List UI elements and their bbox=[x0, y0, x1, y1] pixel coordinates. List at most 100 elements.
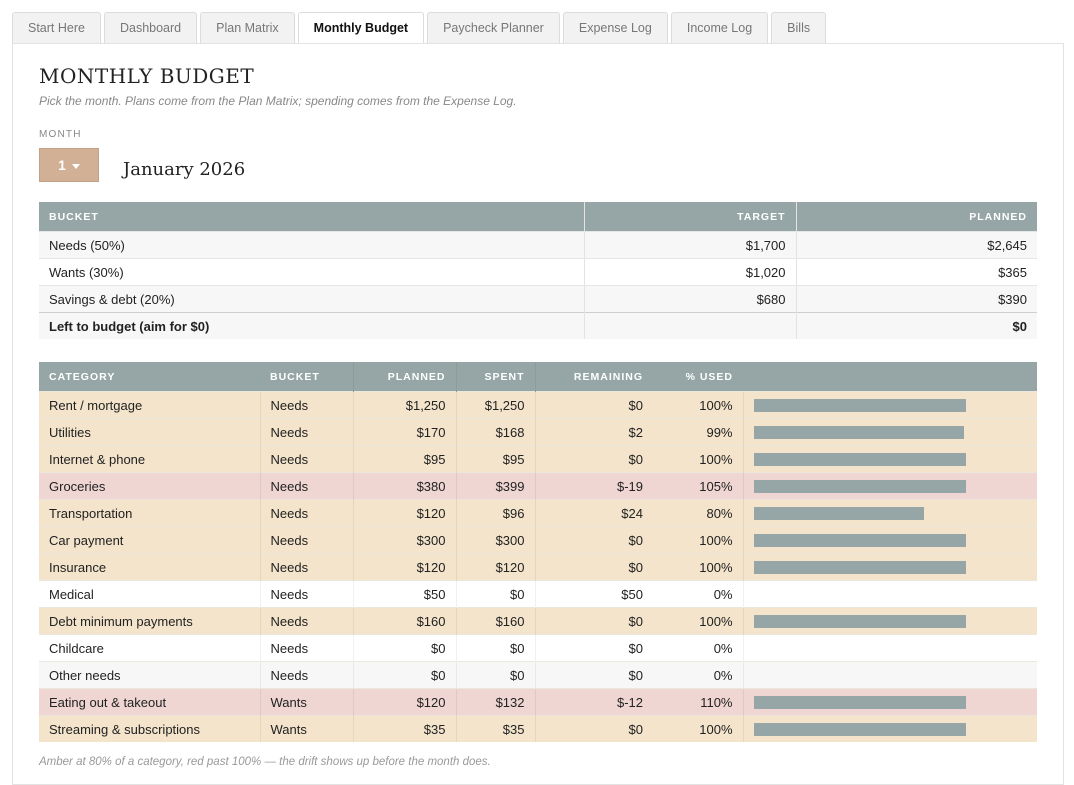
category-row: Internet & phone Needs $95 $95 $0 100% bbox=[39, 445, 1037, 473]
month-name: January 2026 bbox=[123, 159, 246, 180]
category-name: Streaming & subscriptions bbox=[39, 715, 260, 742]
header-percent-used: % USED bbox=[653, 362, 743, 392]
category-percent-used: 100% bbox=[653, 553, 743, 581]
header-remaining: REMAINING bbox=[534, 362, 653, 392]
header-bar bbox=[743, 362, 1037, 392]
category-percent-used: 0% bbox=[653, 661, 743, 689]
category-table: CATEGORY BUCKET PLANNED SPENT REMAINING … bbox=[39, 362, 1037, 742]
category-remaining: $0 bbox=[534, 526, 653, 554]
bucket-target: $1,700 bbox=[583, 231, 796, 259]
category-percent-used: 110% bbox=[653, 688, 743, 716]
category-row: Utilities Needs $170 $168 $2 99% bbox=[39, 418, 1037, 446]
tab-paycheck-planner[interactable]: Paycheck Planner bbox=[427, 12, 560, 43]
category-name: Rent / mortgage bbox=[39, 391, 260, 419]
usage-bar-cell bbox=[742, 499, 1037, 527]
category-row: Transportation Needs $120 $96 $24 80% bbox=[39, 499, 1037, 527]
usage-bar bbox=[753, 425, 964, 439]
category-name: Utilities bbox=[39, 418, 260, 446]
month-label: MONTH bbox=[39, 129, 82, 140]
category-percent-used: 99% bbox=[653, 418, 743, 446]
header-target: TARGET bbox=[583, 202, 796, 232]
category-row: Eating out & takeout Wants $120 $132 $-12 110… bbox=[39, 688, 1037, 716]
category-bucket: Needs bbox=[259, 607, 353, 635]
category-name: Debt minimum payments bbox=[39, 607, 260, 635]
category-bucket: Needs bbox=[259, 553, 353, 581]
category-bucket: Needs bbox=[259, 472, 353, 500]
category-planned: $0 bbox=[352, 634, 456, 662]
category-name: Other needs bbox=[39, 661, 260, 689]
category-row: Streaming & subscriptions Wants $35 $35 $0 10… bbox=[39, 715, 1037, 742]
category-spent: $0 bbox=[455, 634, 535, 662]
bucket-planned: $365 bbox=[795, 258, 1037, 286]
category-bucket: Needs bbox=[259, 418, 353, 446]
category-remaining: $2 bbox=[534, 418, 653, 446]
usage-bar bbox=[753, 722, 966, 736]
usage-bar-cell bbox=[742, 526, 1037, 554]
usage-bar bbox=[753, 614, 966, 628]
tab-bills[interactable]: Bills bbox=[771, 12, 827, 43]
category-planned: $50 bbox=[352, 580, 456, 608]
usage-bar bbox=[753, 398, 966, 412]
bucket-summary-table: BUCKET TARGET PLANNED Needs (50%) $1,700 $… bbox=[39, 202, 1037, 339]
tab-plan-matrix[interactable]: Plan Matrix bbox=[200, 12, 295, 43]
category-planned: $120 bbox=[352, 688, 456, 716]
category-percent-used: 0% bbox=[653, 580, 743, 608]
category-bucket: Needs bbox=[259, 634, 353, 662]
page-title: MONTHLY BUDGET bbox=[39, 64, 255, 88]
category-spent: $95 bbox=[455, 445, 535, 473]
header-planned: PLANNED bbox=[352, 362, 456, 392]
month-select[interactable]: 1 bbox=[39, 148, 99, 182]
category-name: Transportation bbox=[39, 499, 260, 527]
category-name: Car payment bbox=[39, 526, 260, 554]
category-percent-used: 80% bbox=[653, 499, 743, 527]
category-remaining: $0 bbox=[534, 715, 653, 742]
usage-bar-cell bbox=[742, 715, 1037, 742]
monthly-budget-panel: MONTHLY BUDGET Pick the month. Plans com… bbox=[12, 43, 1064, 785]
category-remaining: $0 bbox=[534, 553, 653, 581]
category-name: Eating out & takeout bbox=[39, 688, 260, 716]
category-remaining: $24 bbox=[534, 499, 653, 527]
header-spent: SPENT bbox=[455, 362, 535, 392]
bucket-name: Needs (50%) bbox=[39, 231, 584, 259]
category-percent-used: 100% bbox=[653, 391, 743, 419]
category-planned: $300 bbox=[352, 526, 456, 554]
usage-bar bbox=[753, 479, 966, 493]
tab-dashboard[interactable]: Dashboard bbox=[103, 12, 198, 43]
tab-income-log[interactable]: Income Log bbox=[670, 12, 769, 43]
category-name: Insurance bbox=[39, 553, 260, 581]
caret-down-icon bbox=[71, 163, 80, 169]
category-name: Childcare bbox=[39, 634, 260, 662]
bucket-row: Needs (50%) $1,700 $2,645 bbox=[39, 231, 1037, 259]
category-bucket: Needs bbox=[259, 445, 353, 473]
tab-start-here[interactable]: Start Here bbox=[12, 12, 101, 43]
usage-bar bbox=[753, 560, 966, 574]
category-spent: $35 bbox=[455, 715, 535, 742]
tab-monthly-budget[interactable]: Monthly Budget bbox=[297, 12, 425, 45]
bucket-planned: $390 bbox=[795, 285, 1037, 313]
category-row: Medical Needs $50 $0 $50 0% bbox=[39, 580, 1037, 608]
category-bucket: Needs bbox=[259, 526, 353, 554]
usage-bar-cell bbox=[742, 391, 1037, 419]
left-to-budget-row: Left to budget (aim for $0) $0 bbox=[39, 312, 1037, 339]
category-percent-used: 100% bbox=[653, 526, 743, 554]
category-spent: $96 bbox=[455, 499, 535, 527]
category-row: Insurance Needs $120 $120 $0 100% bbox=[39, 553, 1037, 581]
category-row: Other needs Needs $0 $0 $0 0% bbox=[39, 661, 1037, 689]
category-row: Debt minimum payments Needs $160 $160 $0 100% bbox=[39, 607, 1037, 635]
category-planned: $380 bbox=[352, 472, 456, 500]
category-spent: $399 bbox=[455, 472, 535, 500]
category-percent-used: 105% bbox=[653, 472, 743, 500]
usage-bar bbox=[753, 506, 924, 520]
category-row: Childcare Needs $0 $0 $0 0% bbox=[39, 634, 1037, 662]
category-bucket: Needs bbox=[259, 661, 353, 689]
bucket-target: $1,020 bbox=[583, 258, 796, 286]
category-spent: $0 bbox=[455, 580, 535, 608]
category-spent: $300 bbox=[455, 526, 535, 554]
category-planned: $170 bbox=[352, 418, 456, 446]
category-planned: $95 bbox=[352, 445, 456, 473]
category-row: Car payment Needs $300 $300 $0 100% bbox=[39, 526, 1037, 554]
tab-expense-log[interactable]: Expense Log bbox=[562, 12, 668, 43]
usage-bar bbox=[753, 695, 966, 709]
category-spent: $1,250 bbox=[455, 391, 535, 419]
bucket-name: Wants (30%) bbox=[39, 258, 584, 286]
